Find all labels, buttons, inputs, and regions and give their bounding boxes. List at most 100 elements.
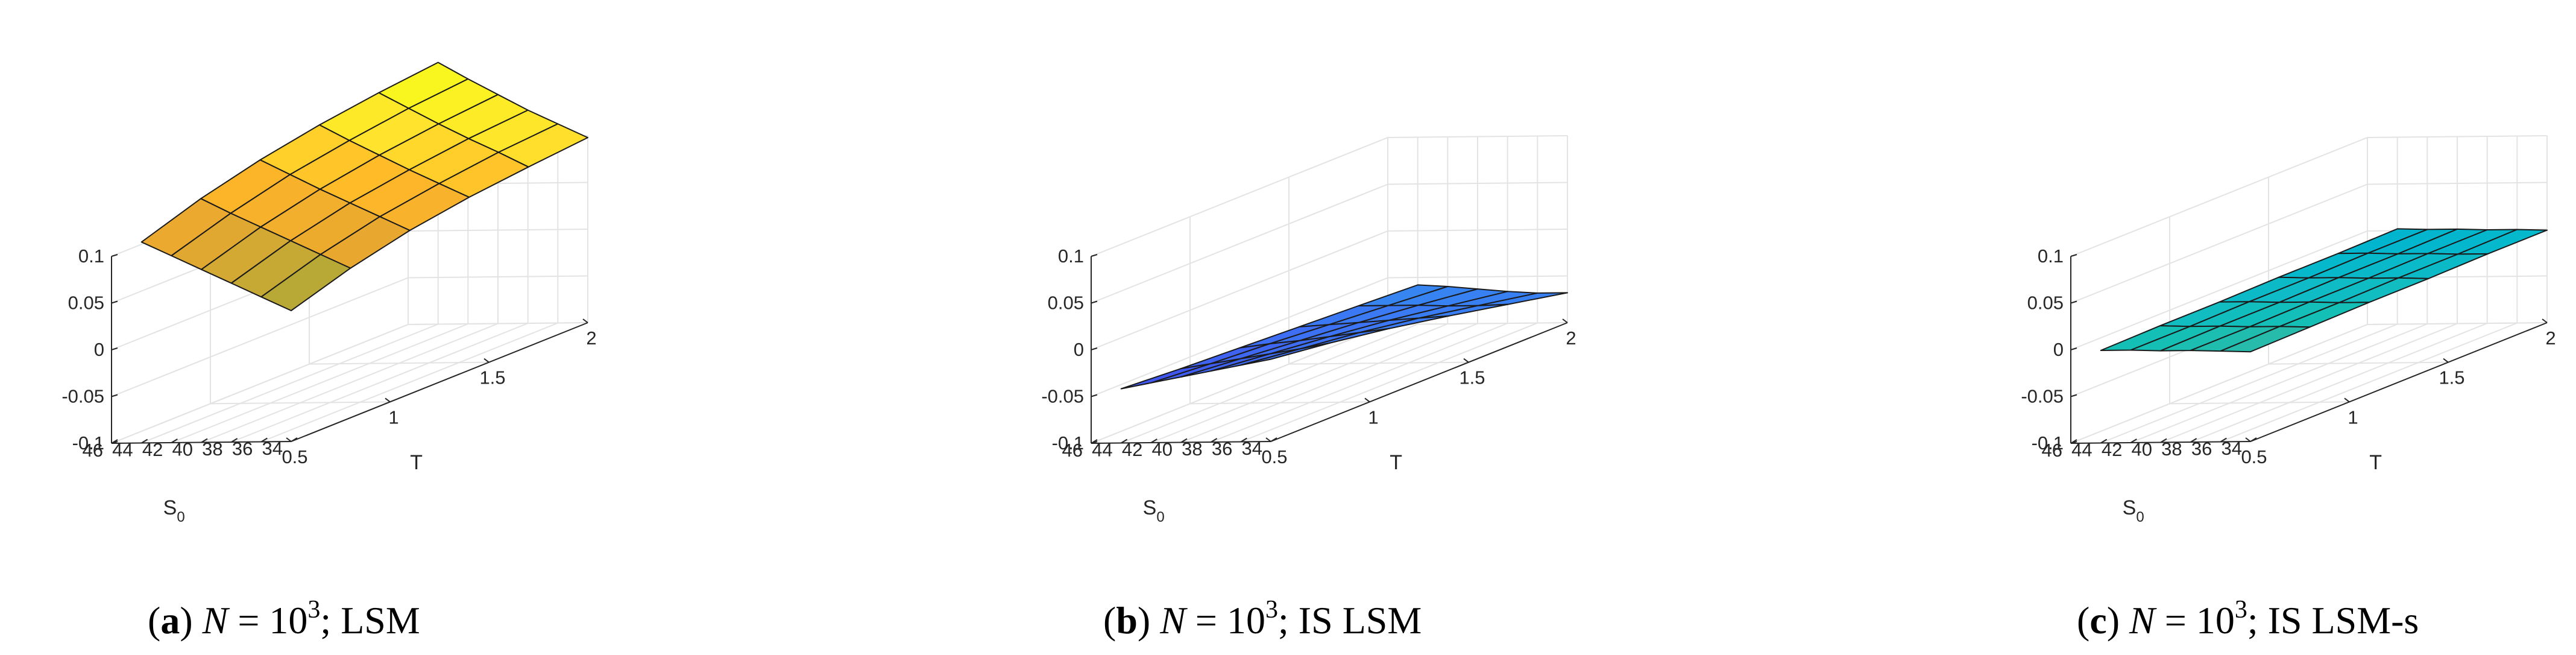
z-tick — [1091, 347, 1098, 350]
s0-tick-label: 40 — [1152, 439, 1173, 460]
t-axis — [1270, 322, 1568, 442]
s0-tick — [1121, 438, 1128, 444]
t-axis-label: T — [410, 451, 423, 474]
z-tick-label: -0.05 — [2021, 386, 2064, 407]
z-tick — [2070, 254, 2077, 257]
s0-tick-label: 42 — [1122, 439, 1142, 460]
grid-line — [260, 322, 558, 443]
s0-tick — [2190, 438, 2197, 443]
t-tick — [2245, 437, 2251, 442]
z-tick-label: -0.1 — [2032, 432, 2064, 454]
t-tick-label: 0.5 — [282, 446, 307, 467]
s0-tick — [1180, 438, 1188, 443]
caption: (c) N = 103; IS LSM-s — [2077, 596, 2419, 642]
s0-tick-label: 34 — [262, 438, 283, 459]
grid-line — [171, 323, 468, 443]
z-tick-label: -0.1 — [1052, 432, 1084, 454]
t-tick — [2344, 397, 2350, 403]
z-tick — [111, 300, 118, 304]
s0-tick-label: 40 — [172, 439, 193, 460]
s0-tick — [2130, 438, 2137, 443]
grid-line — [1121, 323, 1419, 444]
grid-line — [141, 323, 439, 444]
grid-line — [2220, 322, 2518, 443]
t-tick-label: 1.5 — [1459, 367, 1485, 388]
t-tick — [1364, 397, 1370, 403]
z-tick — [2070, 300, 2077, 304]
t-axis-label: T — [1390, 451, 1402, 474]
z-tick — [111, 394, 118, 397]
z-tick-label: 0 — [2053, 339, 2064, 360]
z-tick-label: -0.1 — [72, 432, 104, 454]
s0-tick-label: 38 — [202, 438, 222, 460]
t-tick — [385, 397, 391, 403]
z-tick-label: 0.1 — [2038, 245, 2064, 267]
grid-line — [1211, 323, 1508, 443]
t-tick-label: 1.5 — [479, 367, 505, 388]
grid-line — [1150, 323, 1448, 443]
s0-axis-label: S0 — [1143, 496, 1165, 525]
t-tick — [2542, 318, 2548, 323]
z-tick-label: -0.05 — [1041, 386, 1084, 407]
s0-tick-label: 36 — [1212, 438, 1232, 460]
grid-line — [2160, 323, 2458, 443]
grid-line — [1091, 135, 1568, 257]
s0-tick — [111, 439, 118, 444]
s0-tick — [2160, 438, 2167, 443]
s0-tick — [141, 438, 148, 444]
z-tick-label: 0.05 — [68, 293, 104, 314]
caption: (a) N = 103; LSM — [148, 596, 420, 642]
t-tick-label: 1.5 — [2439, 367, 2464, 388]
axes: -0.1 -0.05 0 0.05 0.1 34 36 38 40 42 44 46 0.5 1 1.5 2 S… — [2021, 245, 2556, 525]
s0-tick-label: 44 — [112, 440, 133, 461]
t-tick-label: 2 — [1566, 328, 1576, 349]
s0-tick-label: 46 — [1062, 440, 1083, 461]
panel-a: -0.1 -0.05 0 0.05 0.1 34 36 38 40 42 44 46 0.5 1 1.5 2 S… — [61, 62, 597, 642]
panel-c: -0.1 -0.05 0 0.05 0.1 34 36 38 40 42 44 46 0.5 1 1.5 2 S… — [2021, 135, 2556, 642]
s0-tick-label: 38 — [2161, 438, 2182, 460]
t-tick-label: 2 — [586, 328, 596, 349]
t-axis — [2250, 322, 2548, 442]
t-axis — [291, 322, 588, 442]
t-tick — [1562, 318, 1568, 323]
s0-tick-label: 44 — [2071, 440, 2092, 461]
s0-tick-label: 44 — [1092, 440, 1112, 461]
z-tick — [1091, 300, 1098, 304]
t-tick — [286, 437, 292, 442]
grid — [1091, 135, 1568, 444]
grid-line — [1091, 182, 1568, 304]
s0-tick-label: 46 — [83, 440, 103, 461]
s0-tick-label: 36 — [2191, 438, 2212, 460]
t-axis-label: T — [2369, 451, 2382, 474]
t-tick-label: 0.5 — [2241, 446, 2267, 467]
grid-line — [2100, 323, 2398, 444]
s0-tick — [1091, 439, 1098, 444]
t-tick-label: 1 — [388, 407, 398, 428]
s0-tick — [1211, 438, 1218, 443]
axes: -0.1 -0.05 0 0.05 0.1 34 36 38 40 42 44 46 0.5 1 1.5 2 S… — [1041, 245, 1576, 525]
surface-patch — [2220, 326, 2311, 353]
s0-tick — [201, 438, 208, 443]
s0-tick-label: 42 — [2102, 439, 2122, 460]
t-tick-label: 1 — [1368, 407, 1378, 428]
grid-line — [111, 275, 588, 397]
t-tick-label: 0.5 — [1261, 446, 1287, 467]
t-tick — [582, 318, 588, 323]
axes: -0.1 -0.05 0 0.05 0.1 34 36 38 40 42 44 46 0.5 1 1.5 2 S… — [61, 245, 596, 525]
z-tick — [1091, 394, 1098, 397]
t-tick — [483, 358, 490, 363]
grid-line — [2130, 323, 2428, 443]
s0-tick — [260, 437, 268, 443]
s0-tick — [171, 438, 178, 443]
surface — [2100, 228, 2548, 353]
grid-line — [231, 323, 529, 443]
z-tick-label: 0.05 — [2027, 293, 2064, 314]
s0-tick-label: 40 — [2132, 439, 2152, 460]
surface-patch — [260, 253, 351, 311]
z-tick-label: -0.05 — [61, 386, 104, 407]
surface-patch — [1240, 342, 1331, 366]
s0-tick — [291, 437, 298, 442]
t-tick — [2443, 358, 2449, 363]
z-tick — [111, 347, 118, 350]
s0-tick — [231, 438, 238, 443]
